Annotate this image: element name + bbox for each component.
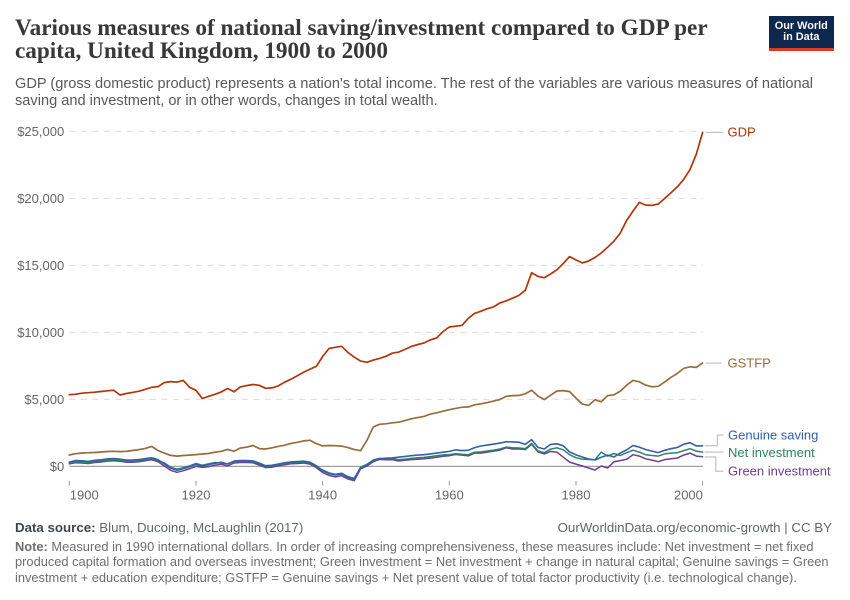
svg-text:$25,000: $25,000 <box>17 124 64 139</box>
svg-text:Green investment: Green investment <box>728 463 831 478</box>
svg-text:$10,000: $10,000 <box>17 325 64 340</box>
svg-text:2000: 2000 <box>674 488 703 503</box>
svg-text:$5,000: $5,000 <box>24 392 64 407</box>
svg-text:Genuine saving: Genuine saving <box>728 427 818 442</box>
svg-text:$0: $0 <box>50 459 64 474</box>
svg-text:1900: 1900 <box>70 488 99 503</box>
svg-text:1960: 1960 <box>435 488 464 503</box>
svg-text:1920: 1920 <box>182 488 211 503</box>
svg-text:1940: 1940 <box>308 488 337 503</box>
svg-text:GSTFP: GSTFP <box>728 355 771 370</box>
svg-text:$15,000: $15,000 <box>17 258 64 273</box>
svg-text:1980: 1980 <box>562 488 591 503</box>
svg-text:$20,000: $20,000 <box>17 191 64 206</box>
svg-text:GDP: GDP <box>728 125 756 140</box>
svg-text:Net investment: Net investment <box>728 445 815 460</box>
